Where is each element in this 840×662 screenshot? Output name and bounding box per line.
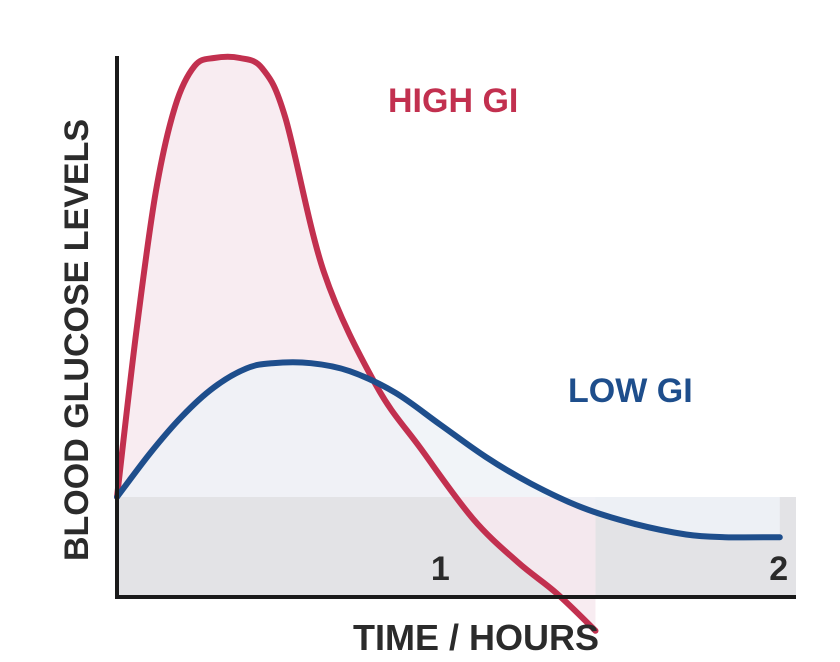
line-low-gi [114, 359, 783, 541]
y-axis-label: BLOOD GLUCOSE LEVELS [58, 119, 96, 561]
legend-label-high-gi: HIGH GI [388, 82, 518, 120]
area-low-gi [117, 362, 780, 538]
line-high-gi [114, 53, 599, 634]
x-axis-label: TIME / HOURS [353, 617, 599, 658]
x-tick-label-2: 2 [769, 550, 788, 588]
x-tick-label-1: 1 [431, 550, 450, 588]
legend-label-low-gi: LOW GI [568, 372, 693, 410]
